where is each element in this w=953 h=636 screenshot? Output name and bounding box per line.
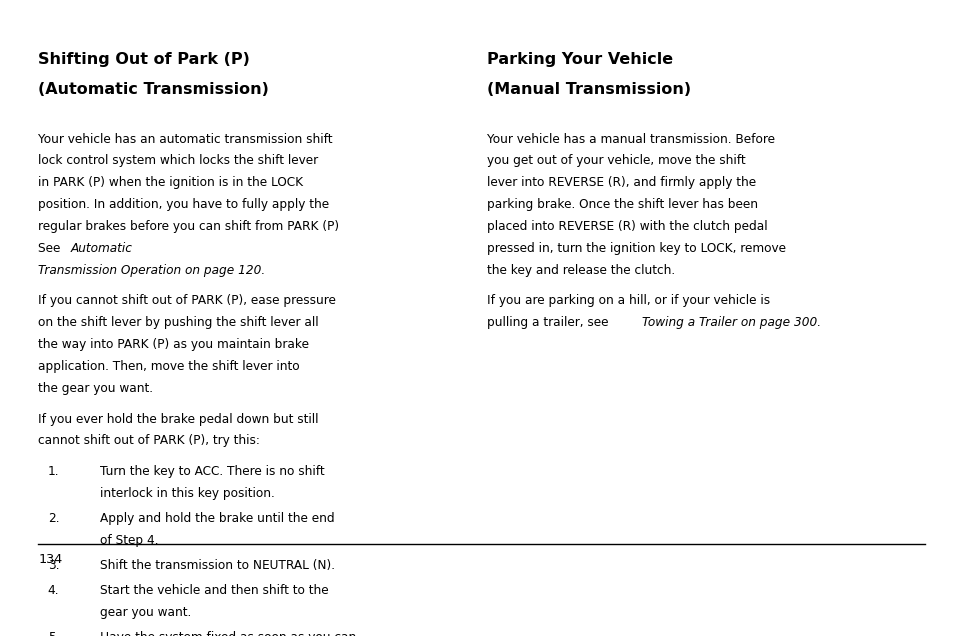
- Text: 134: 134: [38, 553, 62, 565]
- Text: 2.: 2.: [48, 512, 59, 525]
- Text: Shifting Out of Park (P): Shifting Out of Park (P): [38, 52, 250, 67]
- Text: the key and release the clutch.: the key and release the clutch.: [486, 264, 674, 277]
- Text: If you cannot shift out of PARK (P), ease pressure: If you cannot shift out of PARK (P), eas…: [38, 294, 335, 307]
- Text: lock control system which locks the shift lever: lock control system which locks the shif…: [38, 155, 318, 167]
- Text: Your vehicle has a manual transmission. Before: Your vehicle has a manual transmission. …: [486, 133, 774, 146]
- Text: Apply and hold the brake until the end: Apply and hold the brake until the end: [100, 512, 335, 525]
- Text: Start the vehicle and then shift to the: Start the vehicle and then shift to the: [100, 584, 329, 597]
- Text: Shift the transmission to NEUTRAL (N).: Shift the transmission to NEUTRAL (N).: [100, 559, 335, 572]
- Text: placed into REVERSE (R) with the clutch pedal: placed into REVERSE (R) with the clutch …: [486, 220, 766, 233]
- Text: Towing a Trailer on page 300.: Towing a Trailer on page 300.: [641, 316, 821, 329]
- Text: See: See: [38, 242, 65, 255]
- Text: gear you want.: gear you want.: [100, 606, 192, 619]
- Text: Turn the key to ACC. There is no shift: Turn the key to ACC. There is no shift: [100, 465, 324, 478]
- Text: application. Then, move the shift lever into: application. Then, move the shift lever …: [38, 360, 299, 373]
- Text: 4.: 4.: [48, 584, 59, 597]
- Text: of Step 4.: of Step 4.: [100, 534, 158, 547]
- Text: (Automatic Transmission): (Automatic Transmission): [38, 82, 269, 97]
- Text: interlock in this key position.: interlock in this key position.: [100, 487, 274, 500]
- Text: Parking Your Vehicle: Parking Your Vehicle: [486, 52, 672, 67]
- Text: on the shift lever by pushing the shift lever all: on the shift lever by pushing the shift …: [38, 316, 318, 329]
- Text: pressed in, turn the ignition key to LOCK, remove: pressed in, turn the ignition key to LOC…: [486, 242, 784, 255]
- Text: cannot shift out of PARK (P), try this:: cannot shift out of PARK (P), try this:: [38, 434, 260, 448]
- Text: 5.: 5.: [48, 632, 59, 636]
- Text: If you are parking on a hill, or if your vehicle is: If you are parking on a hill, or if your…: [486, 294, 769, 307]
- Text: (Manual Transmission): (Manual Transmission): [486, 82, 690, 97]
- Text: the way into PARK (P) as you maintain brake: the way into PARK (P) as you maintain br…: [38, 338, 309, 351]
- Text: Automatic: Automatic: [71, 242, 132, 255]
- Text: Transmission Operation on page 120.: Transmission Operation on page 120.: [38, 264, 265, 277]
- Text: position. In addition, you have to fully apply the: position. In addition, you have to fully…: [38, 198, 329, 211]
- Text: 3.: 3.: [48, 559, 59, 572]
- Text: If you ever hold the brake pedal down but still: If you ever hold the brake pedal down bu…: [38, 413, 318, 425]
- Text: the gear you want.: the gear you want.: [38, 382, 153, 395]
- Text: parking brake. Once the shift lever has been: parking brake. Once the shift lever has …: [486, 198, 757, 211]
- Text: 1.: 1.: [48, 465, 59, 478]
- Text: Have the system fixed as soon as you can.: Have the system fixed as soon as you can…: [100, 632, 360, 636]
- Text: in PARK (P) when the ignition is in the LOCK: in PARK (P) when the ignition is in the …: [38, 176, 303, 190]
- Text: Your vehicle has an automatic transmission shift: Your vehicle has an automatic transmissi…: [38, 133, 333, 146]
- Text: regular brakes before you can shift from PARK (P): regular brakes before you can shift from…: [38, 220, 339, 233]
- Text: you get out of your vehicle, move the shift: you get out of your vehicle, move the sh…: [486, 155, 744, 167]
- Text: pulling a trailer, see: pulling a trailer, see: [486, 316, 611, 329]
- Text: lever into REVERSE (R), and firmly apply the: lever into REVERSE (R), and firmly apply…: [486, 176, 755, 190]
